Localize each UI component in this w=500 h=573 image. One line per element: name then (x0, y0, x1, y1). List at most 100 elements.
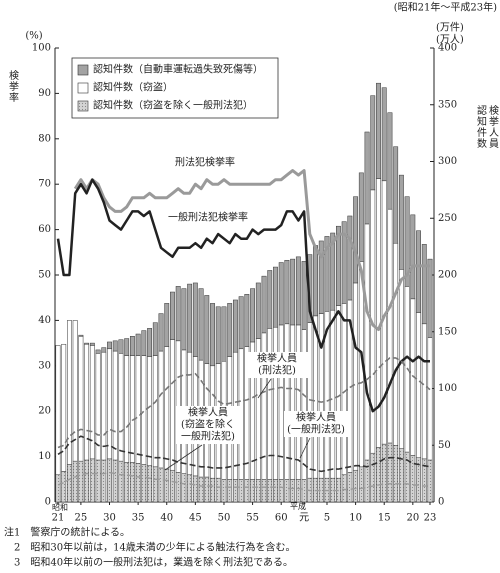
x-tick-label: 55 (246, 513, 259, 524)
bar-segment (215, 306, 221, 364)
x-tick-label: 5 (324, 513, 330, 524)
bar-segment (204, 476, 210, 503)
bar-segment (158, 313, 164, 352)
bar-segment (89, 458, 95, 503)
bar-segment (181, 288, 187, 351)
bar-segment (387, 208, 393, 444)
bar-segment (318, 313, 324, 479)
label-bg (165, 156, 245, 170)
bar-segment (393, 242, 399, 446)
bar-segment (112, 350, 118, 461)
line-label: 一般刑法犯) (181, 430, 235, 443)
bar-segment (410, 455, 416, 503)
bar-segment (421, 244, 427, 325)
y2-tick-label: 300 (438, 156, 457, 167)
bar-segment (95, 459, 101, 503)
y2-label: 検挙人員 (487, 104, 499, 149)
bar-segment (273, 479, 278, 503)
line-label: 一般刑法犯検挙率 (168, 211, 248, 224)
bar-segment (72, 320, 78, 462)
line-label: (一般刑法犯) (287, 423, 345, 436)
y-tick-label: 70 (38, 179, 51, 190)
series-line (57, 435, 431, 473)
leader (299, 437, 311, 459)
bar-segment (238, 479, 244, 503)
bar-segment (89, 342, 95, 346)
label-bg (168, 211, 248, 225)
line-label: 検挙人員 (257, 352, 297, 365)
note: 2 昭和30年以前は，14歳未満の少年による触法行為を含む。 (4, 541, 296, 554)
bar-segment (141, 355, 147, 465)
bar-segment (421, 323, 427, 460)
x-tick-label: 10 (349, 513, 362, 524)
x-tick-label: 50 (218, 513, 231, 524)
bar-segment (398, 174, 404, 270)
x-tick-label: 元 (299, 513, 309, 524)
y-tick-label: 20 (38, 406, 51, 417)
bar-segment (141, 330, 147, 356)
bar-segment (416, 230, 421, 313)
y2-tick-label: 350 (438, 99, 457, 110)
bar-segment (353, 469, 359, 503)
bar-segment (107, 348, 112, 460)
bar-segment (152, 466, 158, 503)
line-label: (窃盗を除く (181, 418, 235, 431)
bar-segment (284, 259, 290, 325)
bar-segment (181, 473, 187, 503)
bar-segment (330, 309, 336, 479)
bar-segment (152, 355, 158, 468)
x-tick-label: 15 (378, 513, 391, 524)
leader (257, 378, 272, 399)
x-tick-label: 21 (52, 513, 65, 524)
bar-segment (158, 350, 164, 469)
bar-segment (221, 306, 227, 362)
legend-label: 認知件数（窃盗を除く一般刑法犯） (93, 99, 253, 112)
y2-tick-label: 250 (438, 213, 457, 224)
bar-segment (135, 463, 141, 503)
bar-segment (141, 464, 147, 503)
bar-segment (118, 460, 124, 503)
bar-segment (295, 479, 301, 503)
bar-segment (170, 339, 175, 471)
bar-segment (295, 324, 301, 480)
y2-tick-label: 50 (438, 440, 451, 451)
bar-segment (341, 303, 347, 476)
bar-segment (67, 320, 72, 465)
bar-segment (278, 262, 284, 326)
note: 注1 警察庁の統計による。 (4, 526, 130, 539)
bar-segment (204, 295, 210, 364)
bar-segment (393, 146, 399, 244)
bar-segment (192, 282, 198, 357)
bar-segment (61, 343, 67, 472)
bar-segment (164, 303, 170, 347)
y-tick-label: 80 (38, 133, 51, 144)
bar-segment (416, 312, 421, 458)
bar-segment (107, 458, 112, 503)
legend-swatch (77, 100, 89, 112)
y-tick-label: 60 (38, 224, 51, 235)
bar-segment (427, 258, 433, 338)
bar-segment (175, 286, 181, 342)
x-tick-label: 40 (160, 513, 173, 524)
bar-segment (135, 333, 141, 356)
bar-segment (336, 305, 341, 479)
bar-segment (147, 356, 152, 466)
era-label: 平成 (290, 501, 306, 511)
line-label: 刑法犯検挙率 (175, 156, 235, 169)
x-tick-label: 45 (189, 513, 202, 524)
bar-segment (84, 342, 90, 345)
bar-segment (404, 196, 410, 287)
bar-segment (158, 467, 164, 503)
bar-segment (164, 468, 170, 503)
bar-segment (147, 328, 152, 357)
bar-segment (129, 355, 135, 463)
bar-segment (313, 245, 318, 317)
bar-segment (89, 345, 95, 460)
x-tick-label: 35 (132, 513, 145, 524)
era-label: 昭和 (52, 503, 68, 512)
y-tick-label: 30 (38, 360, 51, 371)
y-unit: (%) (25, 31, 42, 42)
legend-box (71, 57, 279, 119)
